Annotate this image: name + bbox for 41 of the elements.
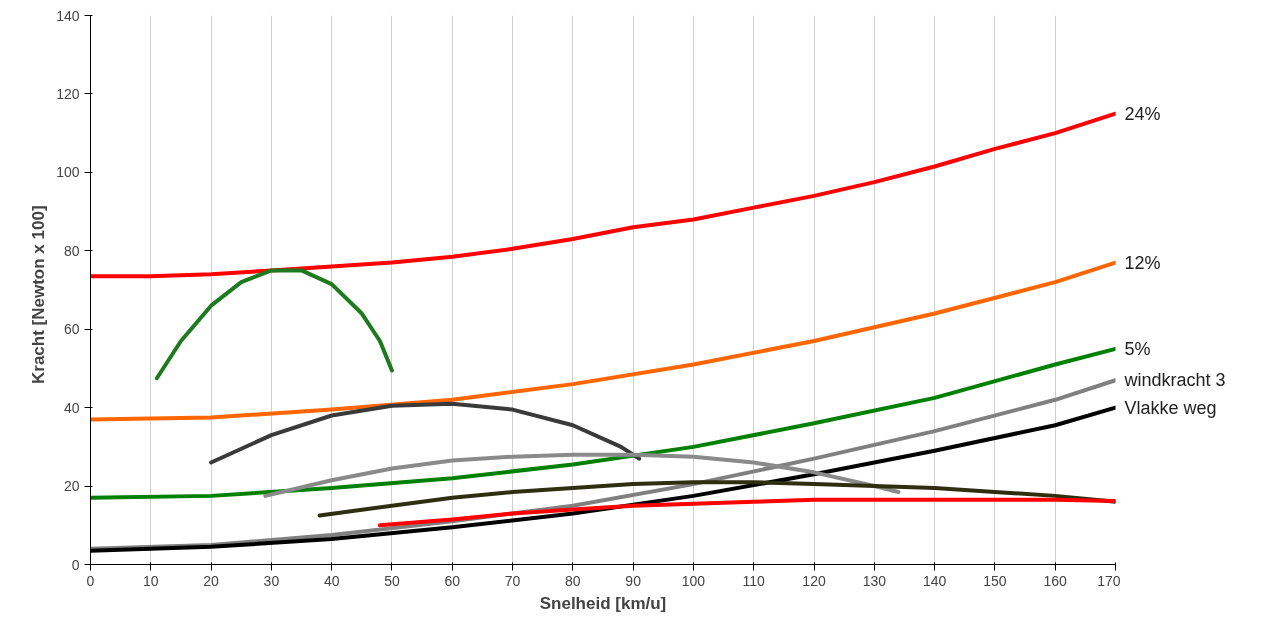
line-series: [377, 497, 1116, 528]
x-tick-label: 130: [862, 572, 887, 589]
x-tick-label: 20: [203, 572, 220, 589]
x-tick-label: 120: [802, 572, 826, 589]
x-tick-label: 100: [681, 572, 706, 589]
y-tick-label: 100: [56, 164, 80, 181]
x-tick-label: 80: [565, 572, 581, 589]
x-tick-label: 150: [983, 572, 1007, 589]
x-tick-label: 90: [625, 572, 642, 589]
series-label: 5%: [1124, 338, 1151, 359]
series-label: windkracht 3: [1123, 370, 1226, 391]
y-tick-label: 140: [56, 7, 80, 24]
x-tick-label: 30: [263, 572, 280, 589]
x-tick-label: 50: [384, 572, 400, 589]
series-label: 24%: [1124, 103, 1161, 124]
series-label: 12%: [1124, 252, 1161, 273]
line-series: [90, 260, 1116, 422]
line-series: [263, 452, 901, 498]
x-tick-label: 110: [742, 572, 766, 589]
x-tick-label: 60: [444, 572, 461, 589]
y-tick-label: 120: [56, 85, 80, 102]
x-tick-label: 170: [1097, 572, 1121, 589]
line-series: [90, 346, 1116, 500]
line-series: [154, 268, 394, 381]
y-axis-title: Kracht [Newton x 100]: [29, 205, 49, 384]
x-tick-label: 140: [922, 572, 947, 589]
y-tick-label: 80: [63, 242, 80, 259]
series-label: Vlakke weg: [1124, 397, 1217, 418]
line-series: [209, 401, 642, 465]
y-tick-label: 60: [63, 321, 80, 338]
y-tick-label: 20: [63, 478, 80, 495]
x-tick-label: 10: [143, 572, 159, 589]
x-tick-label: 160: [1043, 572, 1068, 589]
line-series: [90, 111, 1116, 279]
y-tick-label: 0: [71, 556, 80, 573]
x-axis-title: Snelheid [km/u]: [539, 593, 667, 613]
y-tick-label: 40: [63, 399, 80, 416]
x-tick-label: 40: [323, 572, 340, 589]
x-tick-label: 0: [86, 572, 95, 589]
x-tick-label: 70: [504, 572, 521, 589]
line-series: [317, 480, 1116, 518]
